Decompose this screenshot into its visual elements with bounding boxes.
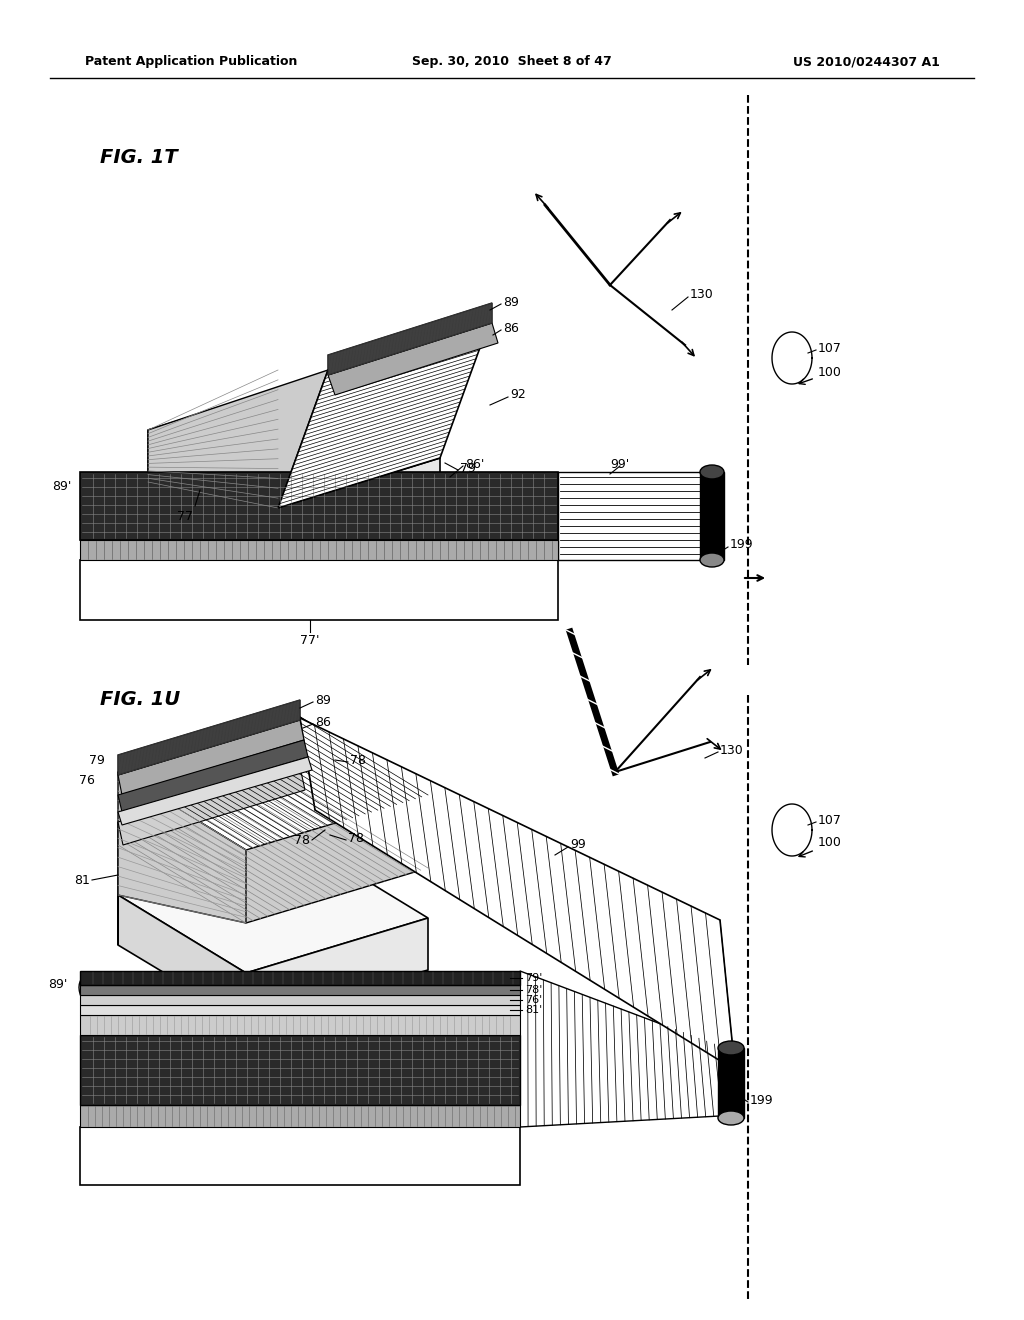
Text: 81: 81 xyxy=(74,874,90,887)
Text: 99': 99' xyxy=(610,458,630,470)
Polygon shape xyxy=(278,458,440,560)
Polygon shape xyxy=(118,741,308,812)
Polygon shape xyxy=(80,1035,520,1105)
Text: Sep. 30, 2010  Sheet 8 of 47: Sep. 30, 2010 Sheet 8 of 47 xyxy=(412,55,612,69)
Ellipse shape xyxy=(700,553,724,568)
Text: 86: 86 xyxy=(503,322,519,334)
Polygon shape xyxy=(558,473,710,560)
Polygon shape xyxy=(80,1127,520,1185)
Text: 77': 77' xyxy=(300,634,319,647)
Polygon shape xyxy=(118,772,246,923)
Polygon shape xyxy=(80,1015,520,1035)
Text: 86: 86 xyxy=(315,715,331,729)
Ellipse shape xyxy=(718,1111,744,1125)
Text: FIG. 1U: FIG. 1U xyxy=(100,690,180,709)
Polygon shape xyxy=(118,717,428,850)
Text: Patent Application Publication: Patent Application Publication xyxy=(85,55,297,69)
Text: 77: 77 xyxy=(177,510,193,523)
Polygon shape xyxy=(328,323,498,395)
Polygon shape xyxy=(148,380,440,508)
Text: 89': 89' xyxy=(52,479,72,492)
Text: 89: 89 xyxy=(503,296,519,309)
Polygon shape xyxy=(300,718,735,1071)
Polygon shape xyxy=(118,822,246,945)
Polygon shape xyxy=(148,430,278,560)
Text: 107: 107 xyxy=(818,342,842,355)
Text: 79': 79' xyxy=(525,973,543,983)
Text: 199: 199 xyxy=(750,1093,773,1106)
Text: 79: 79 xyxy=(460,462,476,474)
Text: 86': 86' xyxy=(465,458,484,470)
Text: 92: 92 xyxy=(510,388,525,401)
Polygon shape xyxy=(80,985,520,995)
Text: 89: 89 xyxy=(315,693,331,706)
Polygon shape xyxy=(80,995,520,1005)
Polygon shape xyxy=(118,840,428,973)
Polygon shape xyxy=(80,972,520,985)
Polygon shape xyxy=(520,972,738,1127)
Polygon shape xyxy=(118,700,300,775)
Text: 130: 130 xyxy=(690,289,714,301)
Polygon shape xyxy=(278,319,490,508)
Polygon shape xyxy=(118,789,428,923)
Text: 107: 107 xyxy=(818,813,842,826)
Polygon shape xyxy=(80,1005,520,1015)
Text: 78: 78 xyxy=(294,833,310,846)
Polygon shape xyxy=(700,473,724,560)
Polygon shape xyxy=(246,917,428,1022)
Polygon shape xyxy=(80,540,558,560)
Polygon shape xyxy=(80,473,558,540)
Polygon shape xyxy=(118,756,312,825)
Text: 79: 79 xyxy=(89,754,105,767)
Text: 100: 100 xyxy=(818,836,842,849)
Text: 89': 89' xyxy=(48,978,68,991)
Text: 76: 76 xyxy=(79,774,95,787)
Ellipse shape xyxy=(718,1041,744,1055)
Text: 81': 81' xyxy=(525,1005,543,1015)
Text: 78': 78' xyxy=(525,985,543,995)
Text: US 2010/0244307 A1: US 2010/0244307 A1 xyxy=(794,55,940,69)
Text: 78: 78 xyxy=(350,754,366,767)
Polygon shape xyxy=(118,767,305,845)
Text: 130: 130 xyxy=(720,743,743,756)
Polygon shape xyxy=(118,895,246,1022)
Polygon shape xyxy=(80,1105,520,1127)
Text: 199: 199 xyxy=(730,539,754,552)
Text: 78: 78 xyxy=(348,832,364,845)
Polygon shape xyxy=(718,1048,744,1118)
Text: 100: 100 xyxy=(818,366,842,379)
Text: 76': 76' xyxy=(525,995,543,1005)
Text: FIG. 1T: FIG. 1T xyxy=(100,148,177,168)
Text: 99: 99 xyxy=(570,838,586,851)
Polygon shape xyxy=(148,370,328,508)
Polygon shape xyxy=(80,560,558,620)
Polygon shape xyxy=(118,719,304,795)
Ellipse shape xyxy=(700,465,724,479)
Polygon shape xyxy=(328,304,492,375)
